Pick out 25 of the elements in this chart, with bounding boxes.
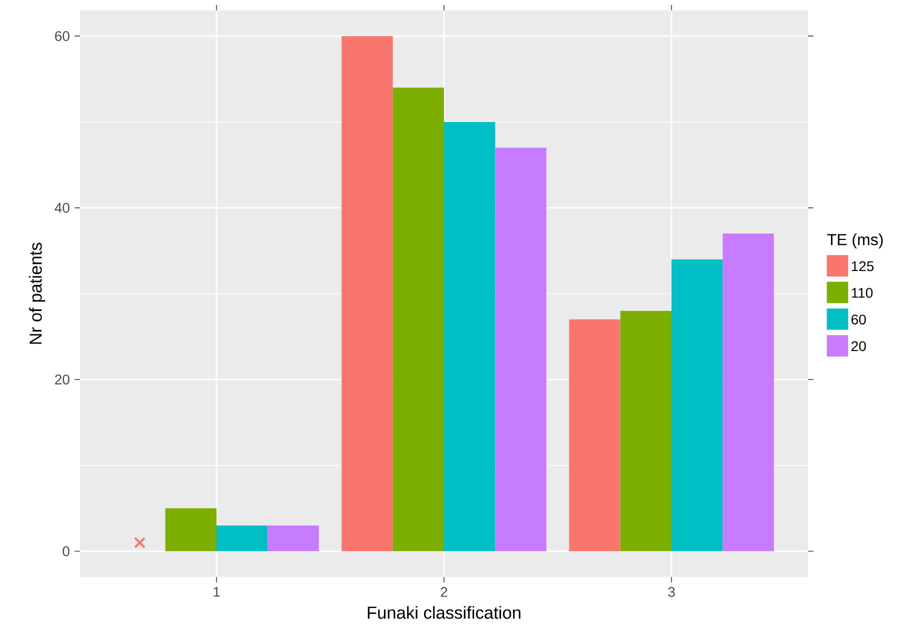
bar: [165, 508, 217, 552]
bar: [444, 122, 496, 552]
legend-label: 110: [852, 288, 873, 298]
x-tick-label: 3: [668, 587, 675, 597]
bar: [722, 234, 774, 552]
y-tick-label: 40: [54, 202, 70, 213]
bar: [495, 148, 546, 552]
bar: [216, 525, 268, 552]
bar: [620, 310, 672, 552]
bar: [342, 36, 393, 552]
x-tick-label: 1: [214, 587, 220, 597]
y-axis-title: Nr of patients: [29, 242, 46, 344]
bar: [569, 319, 620, 552]
y-tick-label: 20: [55, 374, 70, 384]
bar: [672, 259, 723, 552]
legend-label: 125: [852, 261, 874, 272]
legend-title: TE (ms): [827, 234, 883, 248]
legend-label: 60: [852, 314, 866, 324]
x-axis-title: Funaki classification: [368, 606, 520, 619]
x-tick-label: 2: [440, 587, 448, 597]
y-tick-label: 0: [62, 546, 70, 556]
legend-label: 20: [852, 341, 866, 352]
y-tick-label: 60: [55, 31, 70, 42]
bar: [268, 525, 319, 552]
bar: [392, 88, 444, 552]
